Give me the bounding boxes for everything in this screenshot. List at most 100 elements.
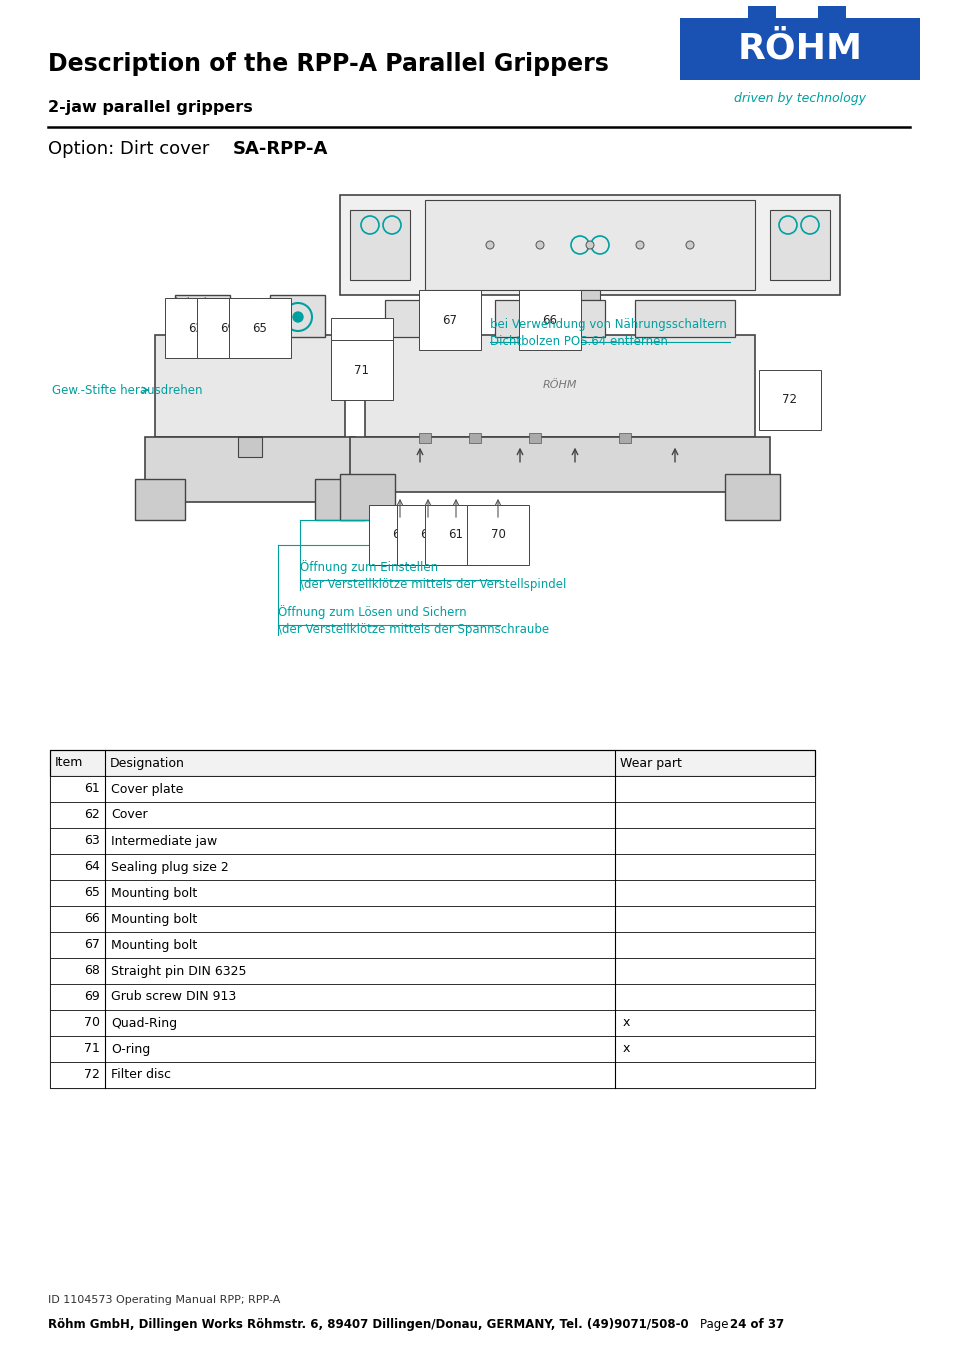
- Text: Öffnung zum Einstellen
\der Verstellklötze mittels der Verstellspindel: Öffnung zum Einstellen \der Verstellklöt…: [299, 561, 566, 590]
- Text: Filter disc: Filter disc: [111, 1069, 171, 1082]
- Text: 2-jaw parallel grippers: 2-jaw parallel grippers: [48, 100, 253, 115]
- Circle shape: [685, 240, 693, 249]
- Bar: [314, 480, 365, 520]
- Text: 70: 70: [490, 528, 505, 542]
- Text: 64: 64: [84, 861, 100, 874]
- Text: 62: 62: [189, 322, 203, 335]
- Bar: [529, 434, 540, 443]
- Text: ID 1104573 Operating Manual RPP; RPP-A: ID 1104573 Operating Manual RPP; RPP-A: [48, 1296, 280, 1305]
- Bar: [350, 436, 769, 492]
- Text: 65: 65: [84, 886, 100, 900]
- Text: Intermediate jaw: Intermediate jaw: [111, 835, 217, 847]
- Text: 72: 72: [781, 393, 797, 407]
- Text: 66: 66: [84, 912, 100, 925]
- Bar: [50, 802, 814, 828]
- Bar: [50, 854, 814, 880]
- Text: Item: Item: [55, 757, 83, 770]
- Bar: [154, 335, 345, 436]
- Bar: [635, 300, 734, 336]
- Text: x: x: [622, 1016, 630, 1029]
- Bar: [50, 907, 814, 932]
- Circle shape: [293, 312, 303, 322]
- Circle shape: [485, 240, 494, 249]
- Text: Mounting bolt: Mounting bolt: [111, 912, 197, 925]
- Text: RÖHM: RÖHM: [542, 380, 577, 390]
- Circle shape: [198, 312, 208, 322]
- Text: Wear part: Wear part: [619, 757, 681, 770]
- Text: Designation: Designation: [110, 757, 185, 770]
- Text: 61: 61: [84, 782, 100, 796]
- Bar: [50, 932, 814, 958]
- Text: Cover plate: Cover plate: [111, 782, 183, 796]
- Bar: [50, 775, 814, 802]
- Text: 71: 71: [84, 1043, 100, 1055]
- Text: 64: 64: [355, 342, 369, 354]
- Bar: [50, 880, 814, 907]
- Bar: [618, 434, 630, 443]
- Bar: [50, 1062, 814, 1088]
- Circle shape: [536, 240, 543, 249]
- Text: 67: 67: [442, 313, 457, 327]
- Text: Page: Page: [700, 1319, 732, 1331]
- Bar: [339, 195, 840, 295]
- Text: 69: 69: [84, 990, 100, 1004]
- Text: Röhm GmbH, Dillingen Works Röhmstr. 6, 89407 Dillingen/Donau, GERMANY, Tel. (49): Röhm GmbH, Dillingen Works Röhmstr. 6, 8…: [48, 1319, 688, 1331]
- Text: 63: 63: [84, 835, 100, 847]
- Bar: [747, 5, 775, 20]
- Circle shape: [585, 240, 594, 249]
- Text: Mounting bolt: Mounting bolt: [111, 886, 197, 900]
- Bar: [135, 480, 185, 520]
- Bar: [769, 209, 829, 280]
- Bar: [579, 290, 599, 300]
- Text: driven by technology: driven by technology: [733, 92, 865, 105]
- Text: O-ring: O-ring: [111, 1043, 150, 1055]
- Text: Abdeckung: Abdeckung: [168, 297, 233, 309]
- Text: RÖHM: RÖHM: [737, 31, 862, 65]
- Text: 68: 68: [392, 528, 407, 542]
- Text: 70: 70: [84, 1016, 100, 1029]
- Bar: [50, 750, 814, 1088]
- Text: 62: 62: [84, 808, 100, 821]
- Text: 63: 63: [420, 528, 435, 542]
- Text: x: x: [622, 1043, 630, 1055]
- Text: 69: 69: [220, 322, 235, 335]
- Bar: [145, 436, 355, 501]
- Bar: [495, 300, 604, 336]
- Text: SA-RPP-A: SA-RPP-A: [233, 141, 328, 158]
- Text: 68: 68: [84, 965, 100, 978]
- Text: Straight pin DIN 6325: Straight pin DIN 6325: [111, 965, 246, 978]
- Text: 72: 72: [84, 1069, 100, 1082]
- Bar: [724, 474, 780, 520]
- Text: 65: 65: [253, 322, 267, 335]
- Bar: [679, 18, 919, 80]
- Bar: [50, 1036, 814, 1062]
- Bar: [469, 434, 480, 443]
- Text: Option: Dirt cover: Option: Dirt cover: [48, 141, 214, 158]
- Text: 24 of 37: 24 of 37: [729, 1319, 783, 1331]
- Text: Cover: Cover: [111, 808, 148, 821]
- Bar: [339, 474, 395, 520]
- Text: 67: 67: [84, 939, 100, 951]
- Text: bei Verwendung von Nährungsschaltern
Dichtbolzen POS.64 entfernen: bei Verwendung von Nährungsschaltern Dic…: [490, 317, 726, 349]
- Bar: [50, 958, 814, 984]
- Bar: [50, 828, 814, 854]
- Text: Quad-Ring: Quad-Ring: [111, 1016, 177, 1029]
- Text: 61: 61: [448, 528, 463, 542]
- Bar: [424, 200, 754, 290]
- Text: 71: 71: [355, 363, 369, 377]
- Bar: [350, 209, 410, 280]
- Text: Gew.-Stifte herausdrehen: Gew.-Stifte herausdrehen: [52, 384, 202, 396]
- Text: Sealing plug size 2: Sealing plug size 2: [111, 861, 229, 874]
- Bar: [817, 5, 845, 20]
- Text: 66: 66: [542, 313, 557, 327]
- Bar: [365, 335, 754, 436]
- Bar: [385, 300, 464, 336]
- Bar: [50, 984, 814, 1011]
- Bar: [237, 436, 262, 457]
- Bar: [50, 1011, 814, 1036]
- Bar: [418, 434, 431, 443]
- Circle shape: [636, 240, 643, 249]
- Text: Description of the RPP-A Parallel Grippers: Description of the RPP-A Parallel Grippe…: [48, 51, 608, 76]
- Bar: [50, 750, 814, 775]
- Bar: [270, 295, 325, 336]
